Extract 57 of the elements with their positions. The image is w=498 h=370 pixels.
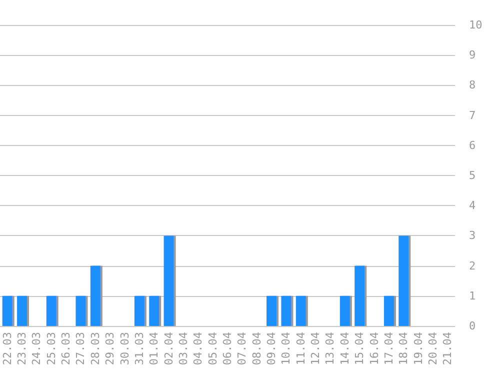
x-tick-label: 05.04	[206, 332, 220, 366]
x-tick-label: 18.04	[397, 332, 410, 366]
y-tick-label: 3	[469, 229, 476, 242]
bar	[149, 296, 160, 326]
x-tick-label: 28.03	[88, 332, 102, 366]
bar	[398, 236, 409, 326]
x-tick-label: 15.04	[353, 332, 366, 366]
y-tick-label: 10	[469, 18, 482, 32]
x-tick-label: 13.04	[324, 332, 337, 366]
y-tick-label: 9	[469, 48, 476, 62]
x-tick-label: 17.04	[382, 332, 396, 366]
bar	[354, 266, 365, 326]
bar	[46, 296, 56, 326]
y-tick-label: 0	[469, 320, 476, 332]
x-tick-label: 25.03	[44, 332, 58, 366]
x-tick-label: 20.04	[426, 332, 440, 366]
bar	[340, 296, 350, 326]
y-tick-label: 8	[469, 78, 476, 92]
bar	[266, 296, 277, 326]
x-tick-label: 30.03	[118, 332, 132, 366]
x-tick-label: 07.04	[236, 332, 249, 366]
x-tick-label: 04.04	[192, 332, 205, 366]
x-tick-label: 29.03	[104, 332, 117, 366]
x-tick-label: 03.04	[176, 332, 190, 366]
x-tick-label: 14.04	[338, 332, 352, 366]
bar	[76, 296, 86, 326]
x-tick-label: 12.04	[309, 332, 322, 366]
x-tick-label: 08.04	[250, 332, 264, 366]
bar	[134, 296, 144, 326]
bar	[296, 296, 306, 326]
bar	[90, 266, 100, 326]
bar	[384, 296, 394, 326]
y-tick-label: 7	[469, 108, 476, 122]
bar	[2, 296, 12, 326]
x-tick-label: 10.04	[280, 332, 293, 366]
bar	[17, 296, 28, 326]
x-tick-label: 22.03	[0, 332, 14, 366]
x-tick-label: 27.03	[74, 332, 88, 366]
x-tick-label: 26.03	[60, 332, 73, 366]
x-tick-label: 23.03	[16, 332, 29, 366]
x-tick-label: 02.04	[162, 332, 176, 366]
x-tick-label: 16.04	[368, 332, 381, 366]
x-tick-label: 24.03	[30, 332, 44, 366]
y-tick-label: 1	[469, 289, 476, 302]
bar	[281, 296, 292, 326]
y-tick-label: 4	[469, 199, 476, 212]
y-tick-label: 6	[469, 138, 476, 152]
bar	[164, 236, 174, 326]
x-tick-label: 01.04	[148, 332, 161, 366]
x-tick-label: 11.04	[294, 332, 308, 366]
x-tick-label: 31.03	[132, 332, 146, 366]
x-tick-label: 06.04	[221, 332, 234, 366]
x-tick-label: 19.04	[412, 332, 425, 366]
x-tick-label: 09.04	[265, 332, 278, 366]
y-tick-label: 2	[469, 259, 476, 272]
y-tick-label: 5	[469, 169, 476, 182]
x-tick-label: 21.04	[441, 332, 454, 366]
